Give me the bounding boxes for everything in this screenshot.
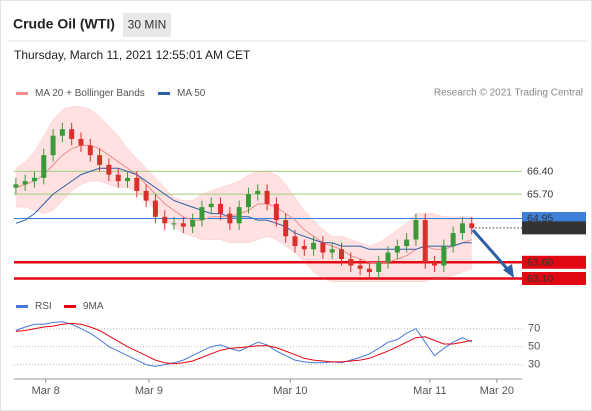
- candle-body: [87, 145, 93, 156]
- candle-body: [22, 181, 28, 185]
- candle-body: [69, 129, 75, 139]
- candle-body: [264, 190, 270, 204]
- band-edge: [15, 106, 472, 247]
- candle-body: [283, 220, 289, 237]
- candle-body: [404, 239, 410, 247]
- candle-body: [320, 242, 326, 253]
- candle-body: [348, 259, 354, 266]
- x-tick-label: Mar 8: [32, 385, 60, 397]
- indicator-line: [15, 321, 473, 367]
- legend-swatch: [16, 305, 28, 308]
- y-tick-label: 70: [528, 323, 540, 335]
- candle-body: [162, 216, 168, 224]
- x-tick-label: Mar 20: [480, 385, 514, 397]
- x-tick-label: Mar 10: [273, 385, 307, 397]
- candle-body: [115, 174, 121, 182]
- candle-body: [190, 220, 196, 227]
- candle-body: [376, 262, 382, 273]
- candle-body: [339, 249, 345, 260]
- legend-label: MA 50: [177, 88, 206, 99]
- chart-title: Crude Oil (WTI): [13, 16, 115, 32]
- level-label: 63.10: [527, 273, 553, 285]
- level-box: [522, 255, 586, 269]
- candle-body: [255, 190, 261, 195]
- band-edge: [15, 180, 472, 283]
- legend-label: 9MA: [83, 301, 104, 312]
- candle-body: [50, 135, 56, 156]
- legend-swatch: [16, 92, 28, 95]
- candle-body: [208, 203, 214, 208]
- candle-body: [422, 220, 428, 263]
- subtitle: Thursday, March 11, 2021 12:55:01 AM CET: [14, 48, 251, 62]
- candle-body: [13, 184, 19, 188]
- plot: MA 20 + Bollinger Bands MA 50 66.40 65.70 64…: [13, 88, 586, 397]
- candle-body: [450, 233, 456, 247]
- candle-body: [171, 223, 177, 225]
- candle-body: [143, 190, 149, 201]
- candle-body: [385, 252, 391, 263]
- candle-body: [357, 265, 363, 269]
- candle-body: [78, 138, 84, 146]
- candle-body: [106, 164, 112, 175]
- candle-body: [134, 177, 140, 191]
- candle-body: [366, 268, 372, 273]
- legend-label: MA 20 + Bollinger Bands: [35, 88, 145, 99]
- legend-swatch: [64, 305, 76, 308]
- candle-body: [459, 223, 465, 234]
- candle-body: [31, 177, 37, 182]
- candle-body: [469, 223, 475, 228]
- candle-body: [394, 246, 400, 253]
- candle-body: [236, 207, 242, 224]
- level-label: 63.60: [527, 257, 553, 269]
- candle-body: [292, 236, 298, 247]
- legend-swatch: [158, 92, 170, 95]
- candle-body: [41, 155, 47, 178]
- candle-body: [245, 194, 251, 208]
- candle-body: [329, 249, 335, 253]
- candle-body: [441, 246, 447, 266]
- level-label: 66.40: [527, 166, 553, 178]
- candle-body: [311, 242, 317, 250]
- timeframe-badge[interactable]: [123, 13, 171, 37]
- candle-body: [125, 177, 131, 182]
- candle-body: [218, 203, 224, 214]
- x-tick-label: Mar 9: [135, 385, 163, 397]
- indicator-line: [15, 322, 472, 365]
- candle-body: [413, 220, 419, 240]
- candle-body: [301, 246, 307, 250]
- candle-body: [97, 155, 103, 165]
- y-tick-label: 30: [528, 358, 540, 370]
- candle-body: [432, 262, 438, 266]
- timeframe[interactable]: 30 MIN: [128, 18, 167, 32]
- candle-body: [152, 200, 158, 217]
- candle-body: [227, 213, 233, 224]
- x-tick-label: Mar 11: [413, 385, 446, 397]
- legend-label: RSI: [35, 301, 52, 312]
- y-tick-label: 50: [528, 341, 540, 353]
- candle-body: [273, 203, 279, 221]
- level-label: 65.70: [527, 188, 553, 200]
- forecast-arrow-head: [503, 264, 514, 278]
- candle-body: [199, 207, 205, 221]
- level-label: 64.66: [527, 222, 553, 234]
- level-box: [522, 221, 586, 235]
- candle-body: [180, 223, 186, 227]
- level-box: [522, 272, 586, 286]
- credit: Research © 2021 Trading Central: [434, 88, 583, 99]
- forecast-arrow: [471, 229, 512, 273]
- candle-body: [59, 129, 65, 136]
